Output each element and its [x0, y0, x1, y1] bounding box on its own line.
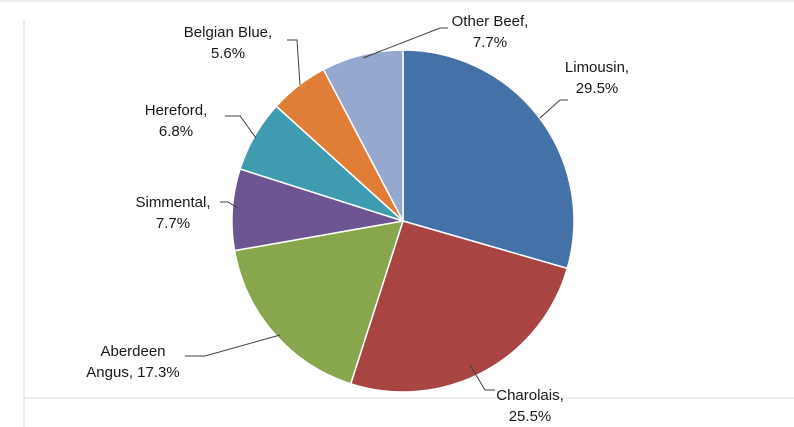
- data-label-line: Aberdeen: [100, 343, 165, 360]
- data-label-line: 29.5%: [576, 80, 619, 97]
- pie-slice-other-beef: [322, 49, 404, 222]
- data-label-line: Hereford,: [145, 102, 208, 119]
- data-label-line: 5.6%: [211, 45, 245, 62]
- data-label-other-beef: Other Beef, 7.7%: [452, 13, 529, 51]
- data-label-line: 6.8%: [159, 123, 193, 140]
- data-label-charolais: Charolais, 25.5%: [496, 387, 564, 425]
- data-label-simmental: Simmental, 7.7%: [135, 194, 210, 232]
- data-label-hereford: Hereford, 6.8%: [145, 102, 208, 140]
- leader-line-charolais: [469, 364, 495, 391]
- slices-layer: [231, 49, 575, 393]
- data-label-line: Belgian Blue,: [184, 24, 272, 41]
- data-label-line: Charolais,: [496, 387, 564, 404]
- leader-line-limousin: [539, 99, 568, 119]
- leader-lines-layer: [185, 27, 568, 391]
- pie-slice-charolais: [349, 220, 569, 393]
- leader-line-aberdeen-angus: [185, 334, 281, 357]
- labels-layer: Limousin, 29.5% Charolais, 25.5% Aberdeen Ang…: [86, 13, 629, 425]
- data-label-belgian-blue: Belgian Blue, 5.6%: [184, 24, 272, 62]
- leader-line-belgian-blue: [287, 39, 301, 86]
- data-label-line: 25.5%: [509, 408, 552, 425]
- leader-line-other-beef: [362, 27, 448, 59]
- data-label-line: Other Beef,: [452, 13, 529, 30]
- data-label-line: Angus, 17.3%: [86, 364, 179, 381]
- leader-line-hereford: [225, 115, 257, 139]
- data-label-line: Simmental,: [135, 194, 210, 211]
- leader-line-simmental: [220, 201, 239, 209]
- data-label-line: 7.7%: [156, 215, 190, 232]
- pie-slice-limousin: [402, 49, 575, 270]
- pie-slice-aberdeen-angus: [233, 220, 405, 385]
- data-label-aberdeen-angus: Aberdeen Angus, 17.3%: [86, 343, 179, 381]
- data-label-line: 7.7%: [473, 34, 507, 51]
- data-label-limousin: Limousin, 29.5%: [565, 59, 629, 97]
- data-label-line: Limousin,: [565, 59, 629, 76]
